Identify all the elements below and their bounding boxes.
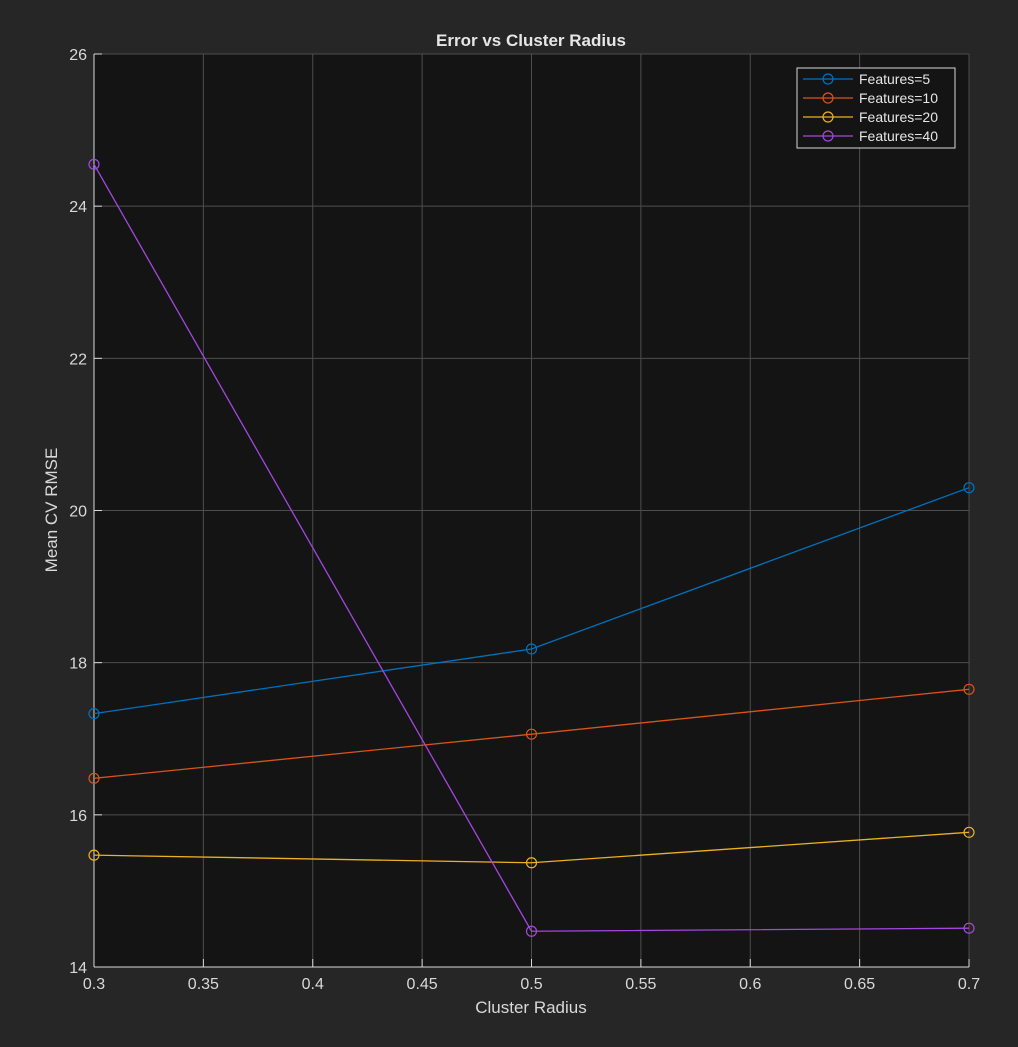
legend-entry-label: Features=10 (859, 90, 938, 106)
series-line-4 (93, 163, 970, 932)
y-tick-label: 18 (69, 656, 87, 673)
data-point-marker (88, 158, 100, 170)
y-tick-label: 24 (69, 199, 87, 216)
data-point-marker (88, 772, 100, 784)
legend-marker-sample (822, 92, 834, 104)
x-tick-label: 0.65 (844, 976, 875, 993)
x-tick-label: 0.3 (83, 976, 105, 993)
data-point-marker (963, 683, 975, 695)
x-tick-label: 0.7 (958, 976, 980, 993)
data-point-marker (963, 482, 975, 494)
data-point-marker (88, 849, 100, 861)
legend-entry-label: Features=5 (859, 71, 930, 87)
y-tick-label: 22 (69, 351, 87, 368)
data-point-marker (525, 925, 538, 937)
data-point-marker (525, 857, 538, 869)
y-tick-label: 16 (69, 808, 87, 825)
x-tick-label: 0.45 (407, 976, 438, 993)
chart-title: Error vs Cluster Radius (436, 31, 626, 50)
series-line-3 (93, 831, 970, 864)
x-tick-label: 0.55 (625, 976, 656, 993)
series-line-1 (93, 487, 970, 715)
series-line-2 (93, 688, 970, 779)
data-point-marker (963, 826, 975, 838)
x-tick-label: 0.6 (739, 976, 761, 993)
x-tick-label: 0.4 (302, 976, 324, 993)
x-tick-label: 0.35 (188, 976, 219, 993)
legend[interactable]: Features=5 Features=10 Features=20 Features… (796, 67, 956, 149)
series-layer (88, 158, 975, 937)
axes: 0.3 0.35 0.4 0.45 0.5 0.55 0.6 0.65 0.7 14 16 18 20 2… (69, 47, 980, 993)
legend-marker-sample (822, 130, 834, 142)
legend-entry-label: Features=40 (859, 128, 938, 144)
x-axis-label: Cluster Radius (475, 998, 587, 1017)
legend-marker-sample (822, 111, 834, 123)
data-point-marker (88, 708, 100, 720)
data-point-marker (525, 643, 538, 655)
data-point-marker (963, 922, 975, 934)
data-point-marker (525, 728, 538, 740)
y-tick-label: 14 (69, 960, 87, 977)
legend-marker-sample (822, 73, 834, 85)
y-tick-label: 20 (69, 504, 87, 521)
legend-entry-label: Features=20 (859, 109, 938, 125)
y-axis-label: Mean CV RMSE (42, 448, 61, 573)
x-tick-label: 0.5 (520, 976, 542, 993)
y-tick-label: 26 (69, 47, 87, 64)
